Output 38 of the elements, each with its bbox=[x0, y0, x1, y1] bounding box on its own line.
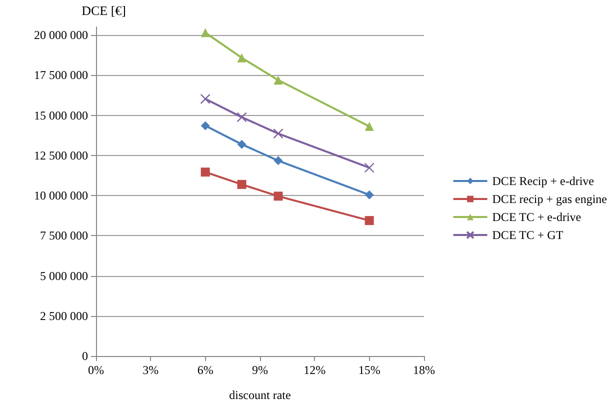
point bbox=[200, 28, 210, 38]
point bbox=[273, 128, 284, 139]
point bbox=[274, 156, 283, 166]
x-tick-label: 3% bbox=[142, 363, 159, 377]
point bbox=[200, 94, 210, 104]
y-tick-label: 20 000 000 bbox=[34, 28, 88, 42]
point bbox=[364, 190, 374, 200]
point bbox=[237, 180, 246, 189]
x-tick-label: 9% bbox=[252, 363, 268, 377]
x-tick-label: 15% bbox=[358, 363, 380, 377]
point bbox=[364, 216, 374, 226]
y-tick-label: 17 500 000 bbox=[34, 68, 88, 82]
y-tick-label: 0 bbox=[82, 349, 88, 363]
y-tick-label: 5 000 000 bbox=[40, 268, 88, 283]
x-axis-title: discount rate bbox=[229, 388, 291, 402]
legend-label: DCE Recip + e-drive bbox=[492, 174, 594, 188]
y-tick-label: 12 500 000 bbox=[34, 148, 88, 162]
y-tick-label: 7 500 000 bbox=[40, 228, 88, 243]
x-tick-label: 6% bbox=[197, 363, 214, 377]
point bbox=[274, 76, 283, 85]
legend-label: DCE TC + e-drive bbox=[492, 210, 582, 224]
y-tick-label: 15 000 000 bbox=[34, 108, 88, 122]
y-axis-title: DCE [€] bbox=[82, 3, 126, 18]
y-tick-label: 2 500 000 bbox=[40, 308, 88, 323]
x-tick-label: 0% bbox=[88, 363, 104, 377]
point bbox=[200, 121, 210, 130]
legend-label: DCE TC + GT bbox=[492, 228, 564, 242]
legend-label: DCE recip + gas engine bbox=[492, 192, 607, 206]
point bbox=[237, 53, 246, 62]
point bbox=[200, 168, 210, 177]
x-tick-label: 12% bbox=[304, 363, 326, 377]
point bbox=[236, 112, 247, 122]
point bbox=[274, 192, 283, 201]
point bbox=[364, 122, 374, 131]
point bbox=[364, 162, 374, 173]
x-tick-label: 18% bbox=[413, 363, 435, 377]
point bbox=[237, 140, 246, 149]
y-tick-label: 10 000 000 bbox=[34, 188, 88, 203]
